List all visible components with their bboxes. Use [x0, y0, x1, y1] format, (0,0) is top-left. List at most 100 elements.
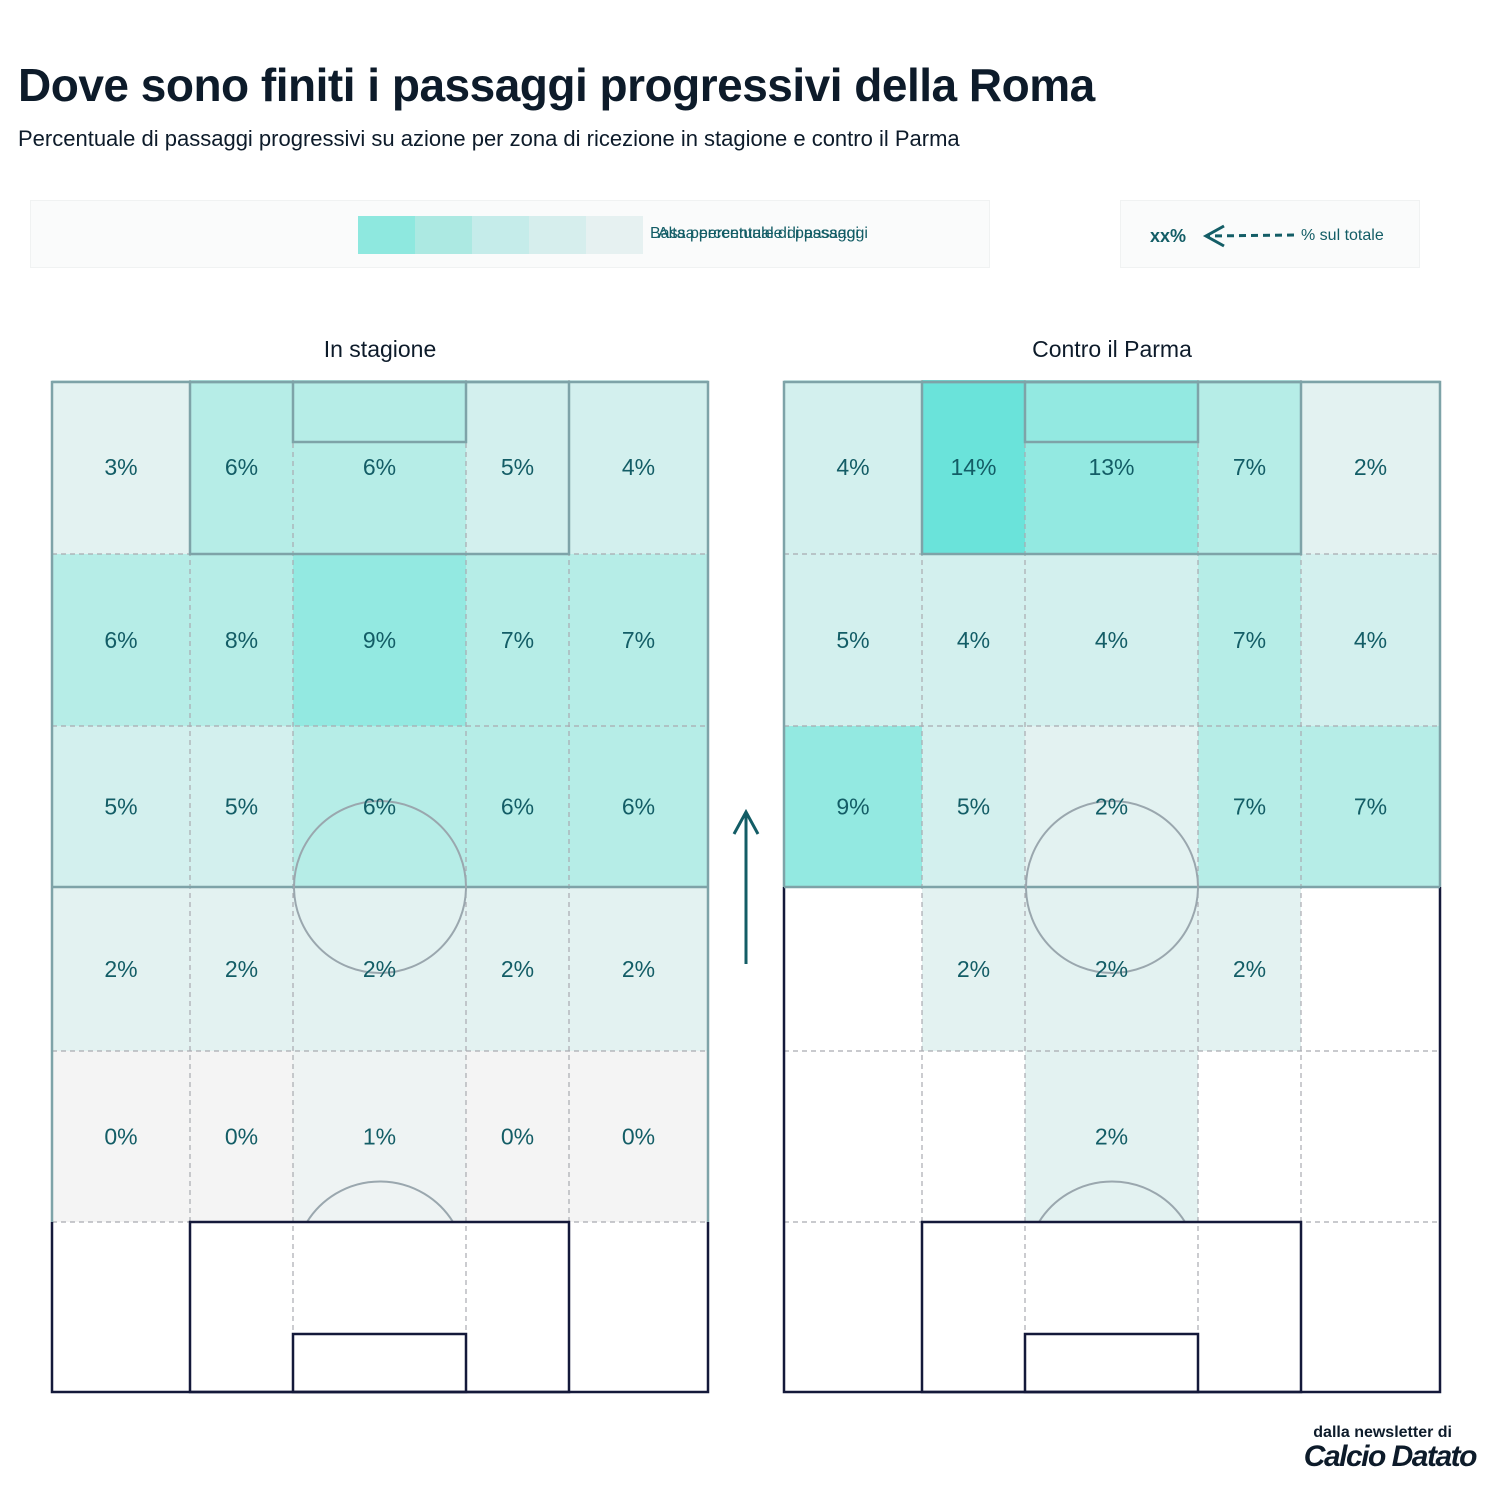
heatmap-cell-r4-c0 — [52, 1051, 190, 1222]
cell-value-r3-c3: 2% — [1233, 956, 1266, 982]
heatmap-cell-r2-c3 — [1198, 726, 1301, 887]
heatmap-cell-r2-c4 — [569, 726, 708, 887]
heatmap-cell-r1-c3 — [1198, 554, 1301, 726]
cell-value-r4-c4: 0% — [622, 1124, 655, 1150]
cell-value-r1-c3: 7% — [1233, 627, 1266, 653]
legend-swatch-1 — [358, 216, 415, 254]
heatmap-cell-r3-c0 — [52, 887, 190, 1051]
legend-swatch-3 — [472, 216, 529, 254]
cell-value-r0-c1: 14% — [950, 454, 996, 480]
heatmap-cell-r2-c1 — [922, 726, 1025, 887]
heatmap-cell-r0-c0 — [52, 380, 190, 554]
penalty-box-bottom — [188, 1220, 571, 1394]
cell-value-r3-c3: 2% — [501, 956, 534, 982]
heatmap-cell-r2-c0 — [784, 726, 922, 887]
legend-high-label: Alta percentuale di passaggi — [657, 225, 859, 242]
cell-value-r2-c1: 5% — [225, 794, 258, 820]
heatmap-cell-r4-c2 — [1025, 1051, 1198, 1222]
cell-value-r3-c4: 2% — [622, 956, 655, 982]
cell-value-r2-c1: 5% — [957, 794, 990, 820]
heatmap-cell-r2-c2 — [1025, 726, 1198, 887]
center-circle — [1025, 800, 1199, 974]
heatmap-cell-r3-c2 — [1025, 887, 1198, 1051]
heatmap-cell-r0-c4 — [1301, 380, 1440, 554]
cell-value-r1-c4: 4% — [1354, 627, 1387, 653]
heatmap-cell-r2-c2 — [293, 726, 466, 887]
cell-value-r4-c0: 0% — [104, 1124, 137, 1150]
legend-swatch-4 — [529, 216, 586, 254]
cell-value-r0-c2: 6% — [363, 454, 396, 480]
cell-value-r2-c4: 6% — [622, 794, 655, 820]
cell-value-r2-c4: 7% — [1354, 794, 1387, 820]
cell-value-r2-c0: 9% — [836, 794, 869, 820]
cell-value-r1-c4: 7% — [622, 627, 655, 653]
footer-newsletter: dalla newsletter di — [1313, 1424, 1452, 1441]
heatmap-cell-r1-c0 — [52, 554, 190, 726]
cell-value-r0-c2: 13% — [1088, 454, 1134, 480]
heatmap-cell-r4-c2 — [293, 1051, 466, 1222]
heatmap-cell-r2-c0 — [52, 726, 190, 887]
center-circle — [293, 800, 467, 974]
cell-value-r3-c1: 2% — [225, 956, 258, 982]
legend-low-label: Bassa percentuale di passaggi — [650, 225, 868, 242]
heatmap-cell-r0-c4 — [569, 380, 708, 554]
pitch-season: 3% 6% 6% 5% 4% 6% 8% 9% 7% 7% 5% 5% 6% 6% 6% 2% 2% 2% 2% 2%… — [50, 380, 710, 1394]
cell-value-r4-c2: 2% — [1095, 1124, 1128, 1150]
cell-value-r0-c1: 6% — [225, 454, 258, 480]
heatmap-cell-r2-c4 — [1301, 726, 1440, 887]
goal-area-bottom — [291, 1332, 468, 1394]
pitch-outline-defense — [50, 1222, 710, 1394]
cell-value-r2-c2: 2% — [1095, 794, 1128, 820]
heatmap-cell-r4-c1 — [190, 1051, 293, 1222]
heatmap-cell-r0-c2 — [1025, 380, 1198, 554]
heatmap-cell-r1-c2 — [1025, 554, 1198, 726]
heatmap-cell-r0-c0 — [784, 380, 922, 554]
cell-value-r4-c3: 0% — [501, 1124, 534, 1150]
cell-value-r1-c0: 5% — [836, 627, 869, 653]
direction-arrow-icon — [732, 808, 760, 964]
cell-value-r2-c0: 5% — [104, 794, 137, 820]
cell-value-r3-c2: 2% — [1095, 956, 1128, 982]
heatmap-cell-r4-c4 — [569, 1051, 708, 1222]
heatmap-cell-r4-c3 — [466, 1051, 569, 1222]
dashed-arrow-icon — [1202, 224, 1295, 248]
heatmap-cell-r1-c3 — [466, 554, 569, 726]
heatmap-cell-r1-c1 — [922, 554, 1025, 726]
heatmap-cell-r1-c2 — [293, 554, 466, 726]
penalty-arc-bottom — [306, 1180, 454, 1223]
cell-value-r1-c3: 7% — [501, 627, 534, 653]
legend-total-label: % sul totale — [1301, 227, 1384, 244]
penalty-box-bottom — [920, 1220, 1303, 1394]
goal-area-top — [1023, 380, 1200, 444]
cell-value-r0-c0: 4% — [836, 454, 869, 480]
heatmap-cell-r0-c3 — [466, 380, 569, 554]
heatmap-cell-r0-c1 — [922, 380, 1025, 554]
heatmap-cell-r1-c4 — [1301, 554, 1440, 726]
chart-title: Dove sono finiti i passaggi progressivi … — [18, 59, 1095, 111]
cell-value-r2-c2: 6% — [363, 794, 396, 820]
heatmap-cell-r0-c3 — [1198, 380, 1301, 554]
legend-swatch-5 — [586, 216, 643, 254]
heatmap-cell-r1-c4 — [569, 554, 708, 726]
cell-value-r2-c3: 7% — [1233, 794, 1266, 820]
penalty-arc-bottom — [1038, 1180, 1186, 1223]
cell-value-r0-c3: 5% — [501, 454, 534, 480]
heatmap-cell-r0-c1 — [190, 380, 293, 554]
heatmap-cell-r2-c1 — [190, 726, 293, 887]
pitch-title-parma: Contro il Parma — [1032, 336, 1192, 362]
legend-swatch-2 — [415, 216, 472, 254]
cell-value-r4-c2: 1% — [363, 1124, 396, 1150]
goal-area-bottom — [1023, 1332, 1200, 1394]
heatmap-cell-r3-c3 — [1198, 887, 1301, 1051]
cell-value-r1-c0: 6% — [104, 627, 137, 653]
pitch-title-season: In stagione — [323, 336, 437, 362]
cell-value-r3-c1: 2% — [957, 956, 990, 982]
cell-value-r4-c1: 0% — [225, 1124, 258, 1150]
heatmap-cell-r2-c3 — [466, 726, 569, 887]
heatmap-cell-r1-c0 — [784, 554, 922, 726]
value-legend — [1120, 200, 1420, 268]
footer-brand-logo: Calcio Datato — [1303, 1440, 1478, 1473]
cell-value-r3-c0: 2% — [104, 956, 137, 982]
chart-subtitle: Percentuale di passaggi progressivi su a… — [18, 126, 960, 151]
goal-area-top — [291, 380, 468, 444]
